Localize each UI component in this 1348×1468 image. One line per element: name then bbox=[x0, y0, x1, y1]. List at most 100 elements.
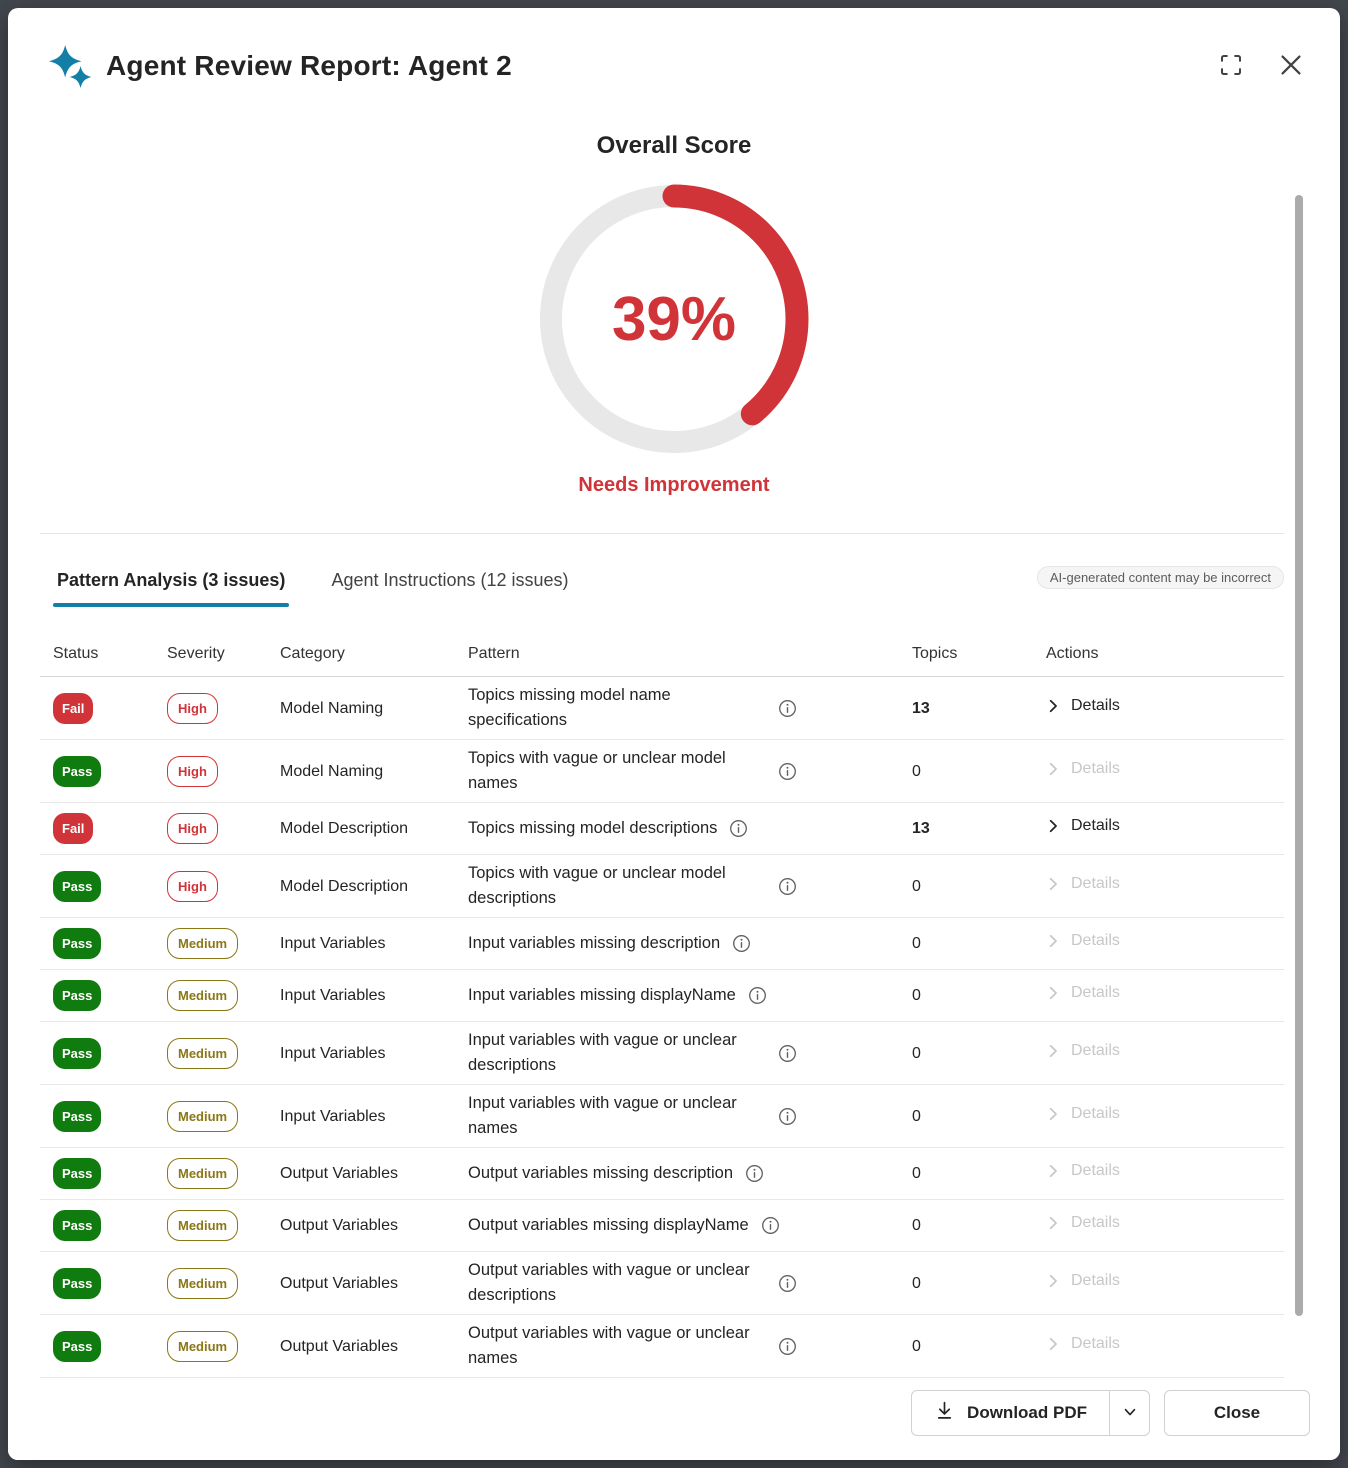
column-header-status: Status bbox=[53, 644, 99, 662]
details-button[interactable]: Details bbox=[1046, 1335, 1120, 1353]
details-button[interactable]: Details bbox=[1046, 1214, 1120, 1232]
pattern-cell: Topics missing model name specifications bbox=[468, 683, 912, 733]
topics-count: 0 bbox=[912, 987, 921, 1004]
info-icon[interactable] bbox=[748, 986, 767, 1005]
score-arc bbox=[539, 184, 809, 454]
topics-count: 0 bbox=[912, 1337, 921, 1355]
info-icon[interactable] bbox=[729, 819, 748, 838]
info-icon[interactable] bbox=[778, 699, 797, 718]
column-header-actions: Actions bbox=[1046, 644, 1099, 662]
chevron-down-icon bbox=[1123, 1405, 1137, 1422]
topics-count: 0 bbox=[912, 1165, 921, 1182]
info-icon[interactable] bbox=[778, 1044, 797, 1063]
category-cell: Output Variables bbox=[280, 1217, 398, 1234]
info-icon[interactable] bbox=[745, 1164, 764, 1183]
pattern-text: Output variables missing description bbox=[468, 1164, 734, 1182]
pattern-text: Topics with vague or unclear model names bbox=[468, 749, 726, 792]
details-label: Details bbox=[1071, 759, 1120, 777]
tab-label: Pattern Analysis (3 issues) bbox=[57, 570, 286, 590]
info-icon[interactable] bbox=[732, 934, 751, 953]
status-badge: Pass bbox=[53, 980, 102, 1011]
sparkle-icon bbox=[46, 42, 94, 90]
table-header-row: Status Severity Category Pattern Topics … bbox=[40, 631, 1284, 677]
info-icon[interactable] bbox=[778, 1274, 797, 1293]
details-label: Details bbox=[1071, 874, 1120, 892]
section-divider bbox=[40, 533, 1284, 534]
pattern-cell: Input variables missing description bbox=[468, 931, 912, 956]
status-badge: Pass bbox=[53, 928, 102, 959]
severity-badge: High bbox=[167, 813, 218, 844]
category-cell: Model Naming bbox=[280, 762, 384, 780]
info-icon[interactable] bbox=[761, 1216, 780, 1235]
fullscreen-expand-icon bbox=[1219, 53, 1243, 80]
category-cell: Input Variables bbox=[280, 1107, 386, 1125]
table-row: Fail High Model Naming Topics missing mo… bbox=[40, 677, 1284, 740]
details-button[interactable]: Details bbox=[1046, 817, 1120, 835]
details-button[interactable]: Details bbox=[1046, 1105, 1120, 1123]
download-options-button[interactable] bbox=[1109, 1391, 1149, 1435]
details-button[interactable]: Details bbox=[1046, 697, 1120, 715]
pattern-text: Topics missing model descriptions bbox=[468, 819, 718, 837]
score-status-label: Needs Improvement bbox=[578, 474, 770, 496]
column-header-pattern: Pattern bbox=[468, 644, 520, 662]
scrollbar-thumb[interactable] bbox=[1295, 195, 1303, 1316]
details-button[interactable]: Details bbox=[1046, 932, 1120, 950]
chevron-right-icon bbox=[1046, 1216, 1060, 1230]
details-button[interactable]: Details bbox=[1046, 760, 1120, 778]
download-icon bbox=[934, 1400, 955, 1426]
info-icon[interactable] bbox=[778, 1107, 797, 1126]
download-pdf-label: Download PDF bbox=[967, 1403, 1087, 1422]
info-icon[interactable] bbox=[778, 762, 797, 781]
chevron-right-icon bbox=[1046, 1337, 1060, 1351]
details-button[interactable]: Details bbox=[1046, 875, 1120, 893]
details-button[interactable]: Details bbox=[1046, 1272, 1120, 1290]
status-badge: Pass bbox=[53, 1330, 102, 1362]
details-label: Details bbox=[1071, 1104, 1120, 1122]
table-row: Pass Medium Output Variables Output vari… bbox=[40, 1252, 1284, 1315]
chevron-right-icon bbox=[1046, 1274, 1060, 1288]
table-row: Pass Medium Input Variables Input variab… bbox=[40, 1085, 1284, 1148]
details-button[interactable]: Details bbox=[1046, 984, 1120, 1002]
column-header-topics: Topics bbox=[912, 644, 958, 662]
details-label: Details bbox=[1071, 1214, 1120, 1231]
details-button[interactable]: Details bbox=[1046, 1042, 1120, 1060]
topics-count: 0 bbox=[912, 1107, 921, 1125]
ai-disclaimer-badge: AI-generated content may be incorrect bbox=[1036, 566, 1284, 589]
table-row: Pass Medium Output Variables Output vari… bbox=[40, 1315, 1284, 1378]
expand-button[interactable] bbox=[1214, 49, 1248, 83]
close-button[interactable]: Close bbox=[1164, 1390, 1310, 1436]
table-row: Pass Medium Output Variables Output vari… bbox=[40, 1200, 1284, 1252]
pattern-cell: Output variables missing displayName bbox=[468, 1213, 912, 1238]
status-badge: Pass bbox=[53, 1158, 102, 1189]
agent-review-dialog: Agent Review Report: Agent 2 bbox=[8, 8, 1340, 1460]
info-icon[interactable] bbox=[778, 1337, 797, 1356]
severity-badge: High bbox=[167, 870, 218, 902]
close-icon-button[interactable] bbox=[1274, 49, 1308, 83]
pattern-cell: Topics missing model descriptions bbox=[468, 816, 912, 841]
table-body: Fail High Model Naming Topics missing mo… bbox=[40, 677, 1284, 1378]
status-badge: Pass bbox=[53, 755, 102, 787]
download-pdf-split-button: Download PDF bbox=[911, 1390, 1150, 1436]
pattern-cell: Output variables with vague or unclear d… bbox=[468, 1258, 912, 1308]
tab-agent-instructions[interactable]: Agent Instructions (12 issues) bbox=[327, 564, 572, 607]
table-row: Pass High Model Naming Topics with vague… bbox=[40, 740, 1284, 803]
severity-badge: High bbox=[167, 692, 218, 724]
category-cell: Output Variables bbox=[280, 1337, 398, 1355]
column-header-severity: Severity bbox=[167, 644, 225, 662]
pattern-text: Topics with vague or unclear model descr… bbox=[468, 864, 726, 907]
severity-badge: Medium bbox=[167, 1267, 239, 1299]
status-badge: Pass bbox=[53, 1267, 102, 1299]
pattern-text: Output variables with vague or unclear d… bbox=[468, 1261, 750, 1304]
info-icon[interactable] bbox=[778, 877, 797, 896]
table-row: Pass High Model Description Topics with … bbox=[40, 855, 1284, 918]
tab-pattern-analysis[interactable]: Pattern Analysis (3 issues) bbox=[53, 564, 290, 607]
topics-count: 0 bbox=[912, 762, 921, 780]
pattern-text: Output variables with vague or unclear n… bbox=[468, 1324, 750, 1367]
severity-badge: Medium bbox=[167, 1100, 239, 1132]
status-badge: Pass bbox=[53, 870, 102, 902]
dialog-header: Agent Review Report: Agent 2 bbox=[8, 8, 1340, 98]
download-pdf-button[interactable]: Download PDF bbox=[912, 1391, 1109, 1435]
pattern-analysis-table: Status Severity Category Pattern Topics … bbox=[40, 631, 1284, 1378]
column-header-category: Category bbox=[280, 644, 345, 662]
details-button[interactable]: Details bbox=[1046, 1162, 1120, 1180]
